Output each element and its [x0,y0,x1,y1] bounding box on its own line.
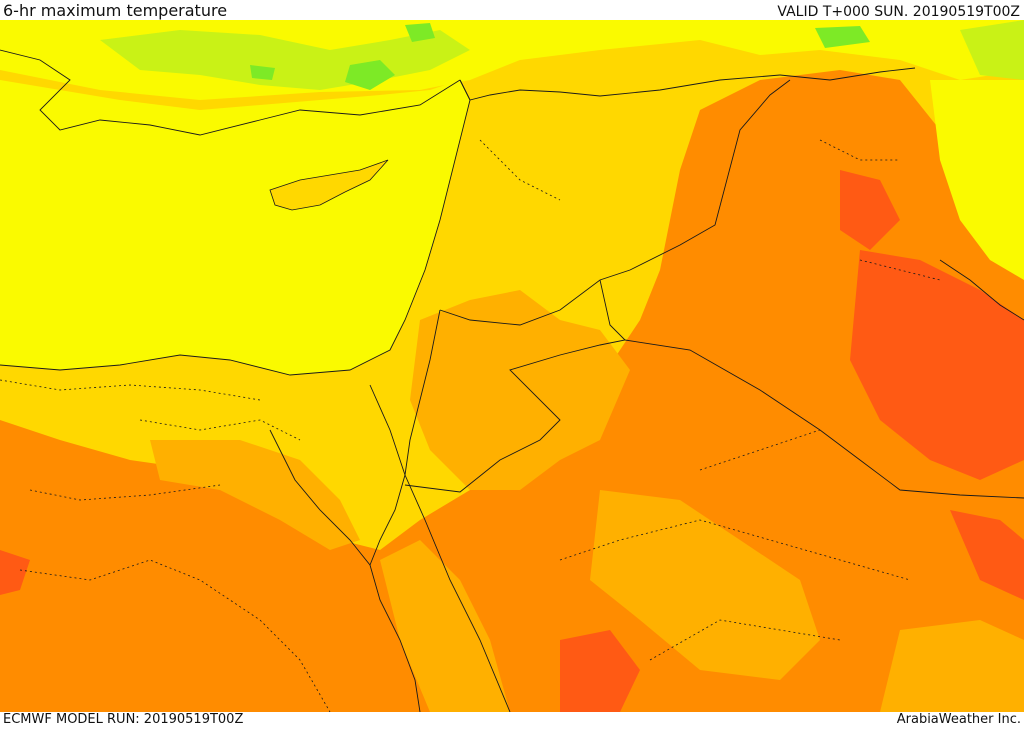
hot-zone-north-iraq [840,170,900,250]
hot-zone-iraq [850,250,1024,480]
green-zone-3 [815,26,870,48]
orange-zone [0,70,1024,712]
admin-boundaries [0,139,941,712]
green-zone-1 [345,60,395,90]
mediterranean-sea [0,80,470,375]
yellow-zone-northeast [930,80,1024,280]
temperature-map [0,20,1024,712]
credit-label: ArabiaWeather Inc. [896,712,1021,727]
hot-zone-africa [0,550,30,595]
lime-zone-east [960,20,1024,80]
hot-zone-gulf [950,510,1024,600]
amber-zone-redsea [380,540,510,712]
amber-zone-arabia [590,490,820,680]
green-zone-4 [250,65,275,80]
country-borders [369,79,1024,499]
amber-zone [410,290,630,490]
header-bar: 6-hr maximum temperature VALID T+000 SUN… [0,0,1024,20]
coastlines [0,49,1024,712]
model-run-label: ECMWF MODEL RUN: 20190519T00Z [3,712,244,727]
valid-time: VALID T+000 SUN. 20190519T00Z [777,4,1020,20]
hot-zone-south [560,630,640,712]
map-title: 6-hr maximum temperature [3,1,228,20]
green-zone-2 [405,23,435,42]
cyprus-island [269,159,389,211]
amber-zone-east [880,620,1024,712]
footer-bar: ECMWF MODEL RUN: 20190519T00Z ArabiaWeat… [0,712,1024,729]
amber-zone-sinai [150,440,360,550]
